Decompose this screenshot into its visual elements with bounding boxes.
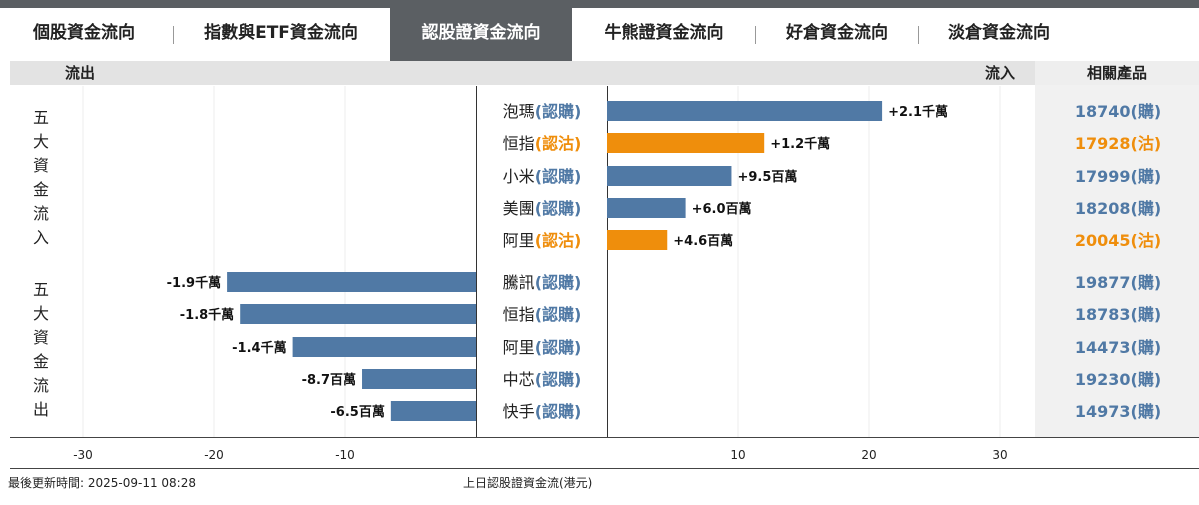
bar-value-label: -6.5百萬 [330, 404, 384, 420]
stock-name-label: 泡瑪(認購) [503, 102, 582, 121]
stock-name: 泡瑪 [503, 102, 535, 121]
inflow-section-label: 五大資金流入 [32, 108, 49, 247]
related-product-link[interactable]: 14473(購) [1075, 338, 1161, 357]
warrant-type-tag: (認購) [535, 199, 582, 218]
stock-name: 美團 [503, 199, 535, 218]
chart-header: 流出 流入 相關產品 [10, 61, 1199, 85]
stock-name: 騰訊 [503, 273, 535, 292]
bar-value-label: +1.2千萬 [770, 136, 830, 152]
stock-name-label: 恒指(認沽) [503, 134, 582, 153]
warrant-type-tag: (認購) [535, 338, 582, 357]
warrant-type-tag: (認購) [535, 402, 582, 421]
x-tick-label: 10 [730, 448, 745, 462]
outflow-header: 流出 [65, 64, 96, 82]
related-product-link[interactable]: 18740(購) [1075, 102, 1161, 121]
flow-bar [292, 337, 476, 357]
tab-bull-flow[interactable]: 好倉資金流向 [786, 23, 888, 43]
stock-name: 中芯 [503, 370, 535, 389]
stock-name: 恒指 [503, 134, 535, 153]
bar-value-label: -1.4千萬 [232, 340, 286, 356]
related-product-link[interactable]: 14973(購) [1075, 402, 1161, 421]
bar-value-label: +4.6百萬 [673, 233, 733, 249]
flow-bar [607, 198, 686, 218]
related-product-link[interactable]: 18208(購) [1075, 199, 1161, 218]
flow-bar [607, 133, 765, 153]
stock-name-label: 美團(認購) [503, 199, 582, 218]
bar-value-label: -1.9千萬 [167, 275, 221, 291]
flow-bar [607, 230, 668, 250]
outflow-section-label: 五大資金流出 [32, 280, 49, 419]
tab-cbbc-flow[interactable]: 牛熊證資金流向 [604, 23, 724, 43]
tab-separator [755, 26, 756, 44]
tab-separator [918, 26, 919, 44]
tab-separator [173, 26, 174, 44]
stock-name-label: 騰訊(認購) [503, 273, 582, 292]
x-tick-label: -30 [73, 448, 93, 462]
bar-value-label: -1.8千萬 [180, 307, 234, 323]
inflow-header: 流入 [985, 64, 1016, 82]
warrant-type-tag: (認購) [535, 273, 582, 292]
stock-name-label: 快手(認購) [503, 402, 582, 421]
products-header: 相關產品 [1035, 61, 1199, 85]
flow-bar [227, 272, 476, 292]
top-accent-bar [0, 0, 1199, 8]
tab-index-etf-flow[interactable]: 指數與ETF資金流向 [204, 23, 358, 43]
stock-name-label: 中芯(認購) [503, 370, 582, 389]
x-axis-title: 上日認股證資金流(港元) [463, 476, 593, 490]
warrant-type-tag: (認沽) [535, 231, 582, 250]
related-product-link[interactable]: 17999(購) [1075, 167, 1161, 186]
x-tick-label: -20 [204, 448, 224, 462]
related-product-link[interactable]: 19877(購) [1075, 273, 1161, 292]
related-product-link[interactable]: 20045(沽) [1075, 231, 1161, 250]
related-product-link[interactable]: 19230(購) [1075, 370, 1161, 389]
tab-stock-flow[interactable]: 個股資金流向 [33, 23, 135, 43]
stock-name-label: 阿里(認沽) [503, 231, 582, 250]
stock-name-label: 小米(認購) [503, 167, 582, 186]
tab-bar: 個股資金流向 指數與ETF資金流向 認股證資金流向 牛熊證資金流向 好倉資金流向… [0, 8, 1199, 61]
related-product-link[interactable]: 17928(沽) [1075, 134, 1161, 153]
warrant-type-tag: (認購) [535, 102, 582, 121]
flow-bar [390, 401, 476, 421]
stock-name: 恒指 [503, 305, 535, 324]
x-tick-label: 30 [992, 448, 1007, 462]
flow-bar [607, 166, 732, 186]
stock-name: 小米 [503, 167, 535, 186]
warrant-type-tag: (認沽) [535, 134, 582, 153]
bar-value-label: +2.1千萬 [888, 104, 948, 120]
stock-name: 阿里 [503, 231, 535, 250]
stock-name: 快手 [503, 402, 535, 421]
x-tick-label: -10 [335, 448, 355, 462]
bar-value-label: +9.5百萬 [737, 169, 797, 185]
products-column-bg [1035, 85, 1199, 437]
warrant-type-tag: (認購) [535, 167, 582, 186]
last-updated-text: 最後更新時間: 2025-09-11 08:28 [8, 476, 196, 490]
stock-name: 阿里 [503, 338, 535, 357]
x-tick-label: 20 [861, 448, 876, 462]
flow-bar [362, 369, 476, 389]
tab-warrant-flow[interactable]: 認股證資金流向 [390, 8, 572, 61]
flow-bar [240, 304, 476, 324]
warrant-type-tag: (認購) [535, 370, 582, 389]
stock-name-label: 恒指(認購) [503, 305, 582, 324]
bar-value-label: -8.7百萬 [302, 372, 356, 388]
warrant-type-tag: (認購) [535, 305, 582, 324]
tab-bear-flow[interactable]: 淡倉資金流向 [948, 23, 1050, 43]
flow-bar [607, 101, 883, 121]
bar-value-label: +6.0百萬 [692, 201, 752, 217]
related-product-link[interactable]: 18783(購) [1075, 305, 1161, 324]
stock-name-label: 阿里(認購) [503, 338, 582, 357]
